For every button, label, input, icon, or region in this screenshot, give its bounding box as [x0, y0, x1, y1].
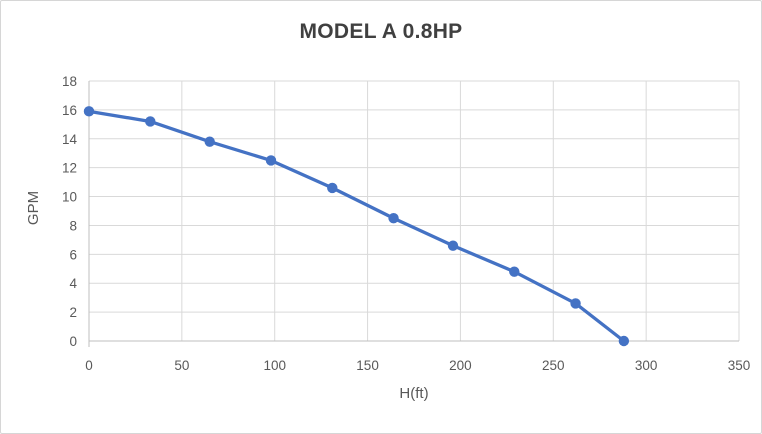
data-point-marker — [509, 266, 520, 277]
x-tick-label: 150 — [356, 358, 379, 373]
chart-title: MODEL A 0.8HP — [299, 20, 463, 43]
x-tick-label: 250 — [542, 358, 565, 373]
data-point-marker — [265, 155, 277, 166]
y-tick-label: 18 — [62, 74, 77, 89]
data-point-marker — [570, 298, 581, 309]
data-point-marker — [327, 182, 338, 194]
data-point-marker — [204, 136, 215, 147]
y-tick-label: 16 — [62, 103, 77, 118]
y-tick-label: 12 — [62, 161, 77, 176]
data-point-marker — [83, 106, 95, 117]
y-tick-label: 8 — [69, 218, 77, 233]
y-tick-label: 6 — [69, 247, 77, 262]
y-tick-label: 10 — [62, 190, 77, 205]
x-tick-label: 100 — [263, 358, 286, 373]
x-tick-label: 200 — [449, 358, 472, 373]
y-tick-label: 2 — [69, 305, 77, 320]
y-tick-label: 4 — [69, 276, 77, 291]
y-tick-label: 0 — [69, 334, 77, 349]
data-point-marker — [447, 240, 459, 251]
x-tick-label: 350 — [728, 358, 751, 373]
data-point-marker — [618, 335, 630, 347]
series-line — [87, 109, 626, 343]
data-point-marker — [145, 116, 156, 127]
y-axis-title: GPM — [25, 190, 42, 226]
data-point-marker — [388, 213, 399, 224]
y-tick-label: 14 — [62, 132, 78, 147]
x-axis-title: H(ft) — [399, 385, 429, 402]
x-tick-label: 0 — [85, 358, 93, 373]
x-tick-label: 300 — [635, 358, 658, 373]
x-tick-label: 50 — [174, 358, 189, 373]
